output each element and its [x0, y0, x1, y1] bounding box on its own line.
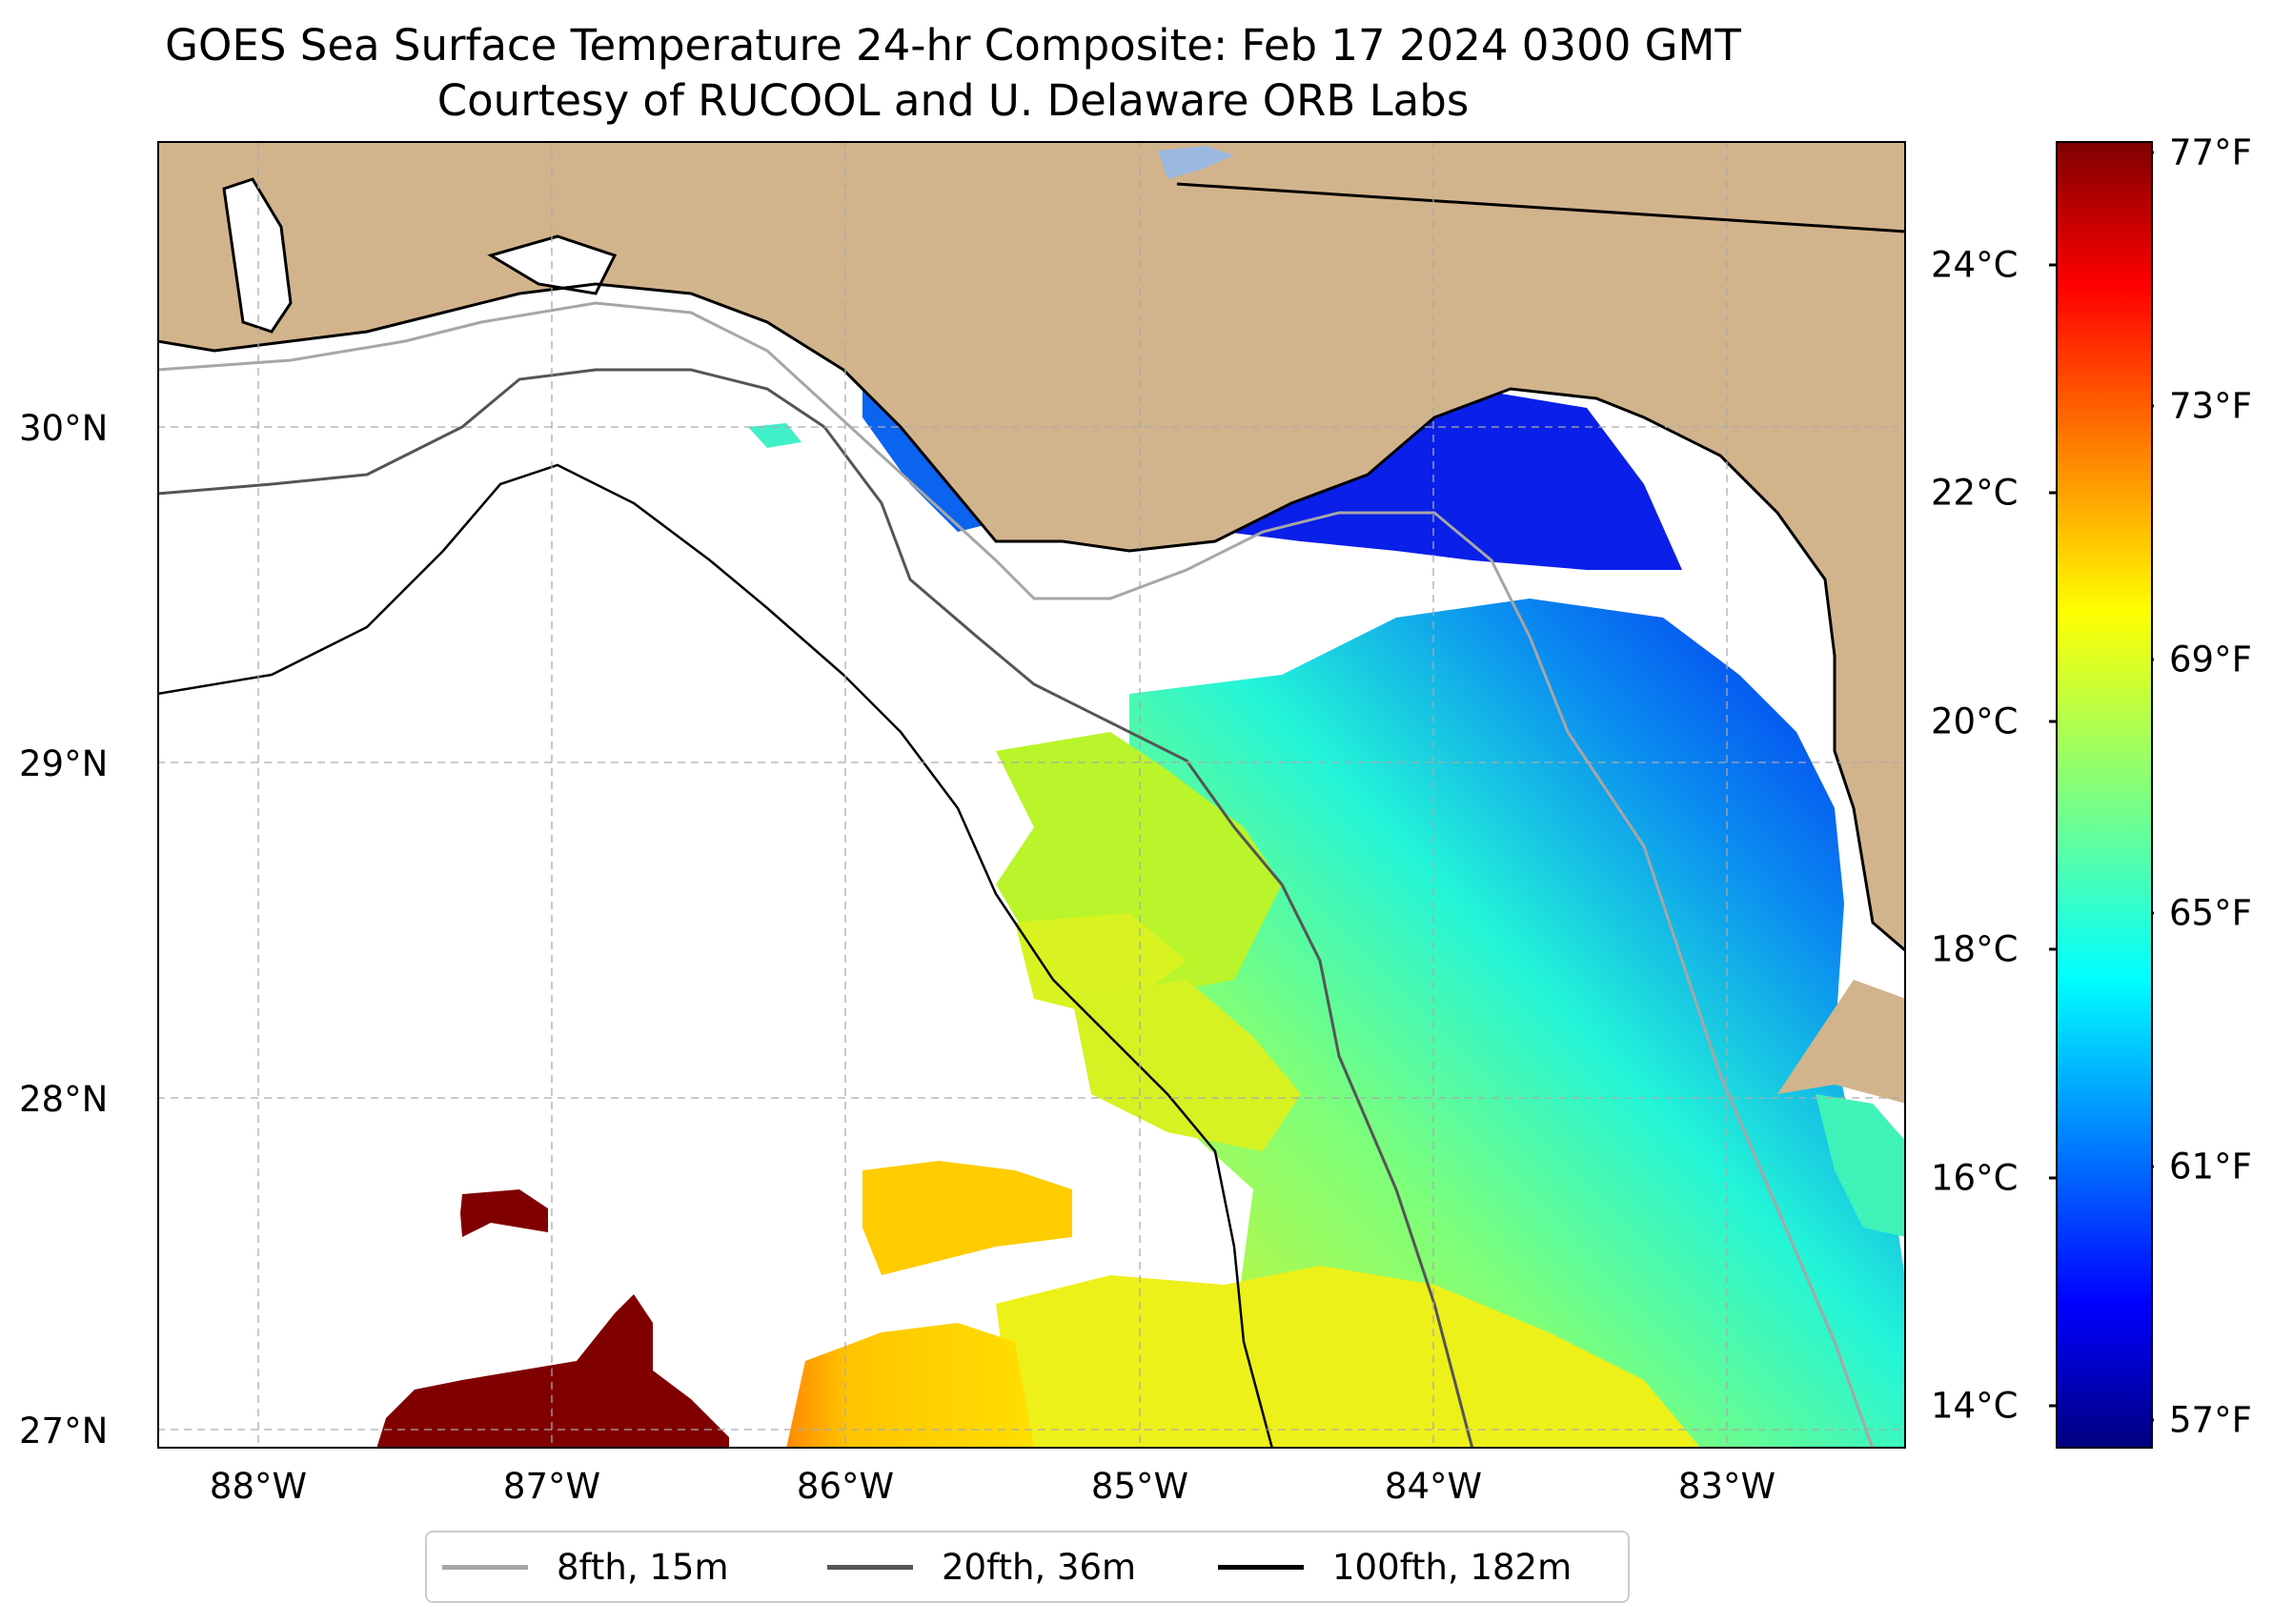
colorbar-f-61: 61°F: [2169, 1146, 2252, 1188]
sst-cyan-speck: [748, 423, 802, 448]
colorbar: [2049, 141, 2154, 1449]
legend-label-8fth: 8fth, 15m: [557, 1546, 729, 1588]
land-north-coast: [157, 141, 1906, 551]
sst-yellow-south: [996, 1266, 1701, 1449]
isobath-100fth: [157, 463, 1274, 1449]
sst-warm-patch-mid: [862, 1161, 1072, 1275]
isobath-legend: 8fth, 15m 20fth, 36m 100fth, 182m: [425, 1531, 1630, 1603]
colorbar-c-22: 22°C: [1931, 472, 2019, 514]
lat-label-29n: 29°N: [19, 743, 109, 784]
lat-label-27n: 27°N: [19, 1411, 109, 1451]
lon-label-87w: 87°W: [502, 1466, 601, 1507]
lat-label-30n: 30°N: [19, 408, 109, 449]
lat-label-28n: 28°N: [19, 1079, 109, 1120]
mobile-bay-water: [222, 177, 293, 334]
lake: [1158, 146, 1234, 179]
map-subtitle: Courtesy of RUCOOL and U. Delaware ORB L…: [436, 75, 1470, 126]
land-tampa-area: [1777, 980, 1906, 1104]
sst-warm-patch-south: [786, 1323, 1034, 1449]
graticule: [157, 141, 1906, 1449]
colorbar-f-57: 57°F: [2169, 1399, 2252, 1441]
legend-label-100fth: 100fth, 182m: [1332, 1546, 1573, 1588]
legend-item-20fth: 20fth, 36m: [827, 1533, 1136, 1601]
sst-cyan-coast: [1816, 1094, 1906, 1237]
state-border: [1176, 182, 1906, 233]
isobath-8fth: [157, 301, 1875, 1449]
land-florida-peninsula: [1720, 141, 1906, 951]
lon-label-86w: 86°W: [796, 1466, 895, 1507]
legend-swatch-8fth: [442, 1564, 528, 1570]
lon-label-83w: 83°W: [1677, 1466, 1776, 1507]
lon-label-84w: 84°W: [1384, 1466, 1483, 1507]
colorbar-f-65: 65°F: [2169, 892, 2252, 934]
pensacola-bay-water: [487, 234, 618, 295]
colorbar-c-18: 18°C: [1931, 928, 2019, 970]
colorbar-f-77: 77°F: [2169, 132, 2252, 173]
legend-item-8fth: 8fth, 15m: [442, 1533, 729, 1601]
coastline: [157, 282, 1906, 953]
legend-swatch-100fth: [1218, 1564, 1304, 1570]
colorbar-c-16: 16°C: [1931, 1157, 2019, 1199]
map-frame: [157, 141, 1906, 1449]
sst-yellow-green: [1072, 980, 1301, 1151]
legend-swatch-20fth: [827, 1564, 913, 1570]
legend-label-20fth: 20fth, 36m: [942, 1546, 1137, 1588]
sst-eastern-shelf: [1082, 599, 1906, 1449]
sst-hot-blob-south: [376, 1294, 729, 1449]
legend-item-100fth: 100fth, 182m: [1218, 1533, 1572, 1601]
colorbar-c-24: 24°C: [1931, 244, 2019, 286]
colorbar-c-14: 14°C: [1931, 1385, 2019, 1427]
colorbar-f-73: 73°F: [2169, 385, 2252, 427]
lon-label-88w: 88°W: [209, 1466, 308, 1507]
map-title: GOES Sea Surface Temperature 24-hr Compo…: [165, 20, 1741, 71]
lon-label-85w: 85°W: [1090, 1466, 1189, 1507]
isobath-20fth: [157, 368, 1474, 1449]
colorbar-c-20: 20°C: [1931, 700, 2019, 742]
sst-hot-blob-north: [460, 1189, 548, 1237]
colorbar-f-69: 69°F: [2169, 639, 2252, 680]
